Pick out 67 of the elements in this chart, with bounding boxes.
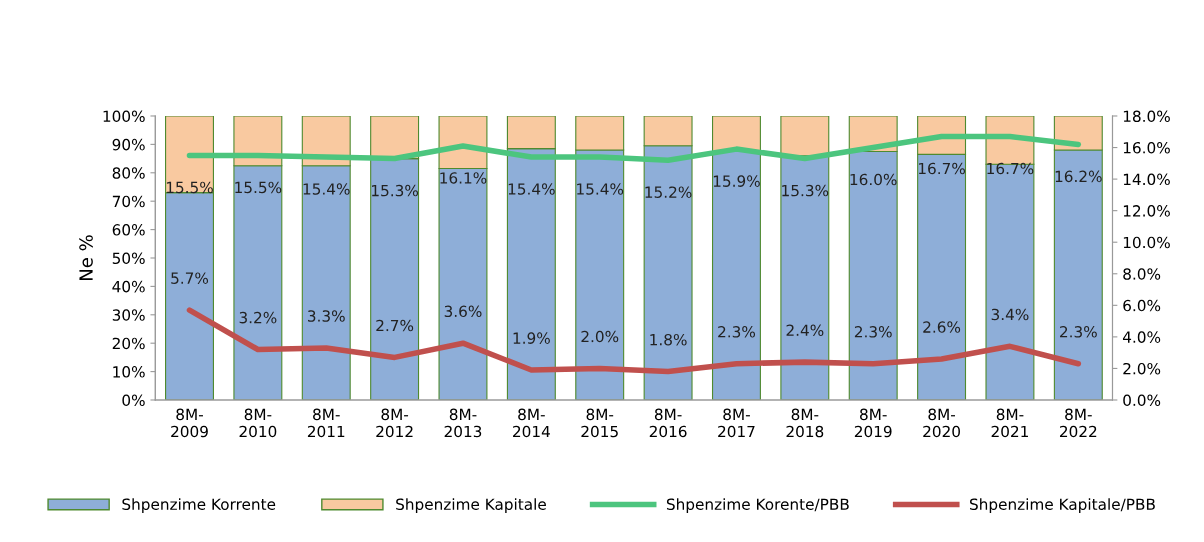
- y-tick-label: 10%: [113, 366, 145, 378]
- data-label: 3.3%: [308, 310, 345, 322]
- bar: [780, 155, 830, 400]
- legend-label: Shpenzime Korrente: [122, 498, 276, 513]
- data-label: 15.2%: [645, 186, 692, 198]
- x-tick-label: 8M- 2020: [923, 408, 960, 438]
- x-tick-label: 8M- 2016: [649, 408, 687, 438]
- data-label: 2.3%: [1060, 326, 1097, 338]
- data-label: 15.4%: [577, 183, 624, 195]
- y-tick-label: 90%: [112, 138, 145, 151]
- y2-tick-label: 18.0%: [1123, 110, 1170, 123]
- y-tick-label: 60%: [112, 224, 145, 236]
- legend-label: Shpenzime Korente/PBB: [666, 498, 849, 513]
- x-tick-label: 8M- 2019: [854, 408, 892, 438]
- y-tick-label: 40%: [112, 280, 145, 293]
- x-tick-label: 8M- 2021: [991, 408, 1028, 438]
- data-label: 2.4%: [786, 324, 824, 337]
- legend-label: Shpenzime Kapitale/PBB: [970, 498, 1155, 513]
- y2-tick-label: 10.0%: [1123, 236, 1170, 249]
- y2-tick-label: 14.0%: [1123, 173, 1170, 186]
- data-label: 2.7%: [376, 319, 414, 332]
- y2-tick-label: 4.0%: [1122, 331, 1161, 343]
- x-tick-label: 8M- 2017: [718, 408, 755, 438]
- bar: [780, 115, 830, 157]
- x-tick-label: 8M- 2014: [513, 408, 550, 438]
- y-tick-label: 70%: [112, 195, 145, 208]
- x-tick-label: 8M- 2015: [581, 408, 618, 438]
- y2-tick-label: 6.0%: [1123, 299, 1161, 312]
- x-tick-label: 8M- 2012: [376, 408, 413, 438]
- y-tick-label: 100%: [103, 110, 145, 123]
- bar: [711, 150, 761, 400]
- data-label: 15.9%: [713, 175, 760, 187]
- data-label: 2.0%: [581, 330, 619, 343]
- x-tick-label: 8M- 2013: [444, 408, 482, 438]
- data-label: 15.4%: [303, 183, 350, 195]
- data-label: 3.4%: [991, 308, 1029, 321]
- data-label: 16.0%: [850, 173, 897, 186]
- y2-tick-label: 2.0%: [1123, 362, 1161, 375]
- data-label: 3.2%: [239, 311, 277, 324]
- data-label: 2.3%: [854, 326, 892, 338]
- data-label: 2.6%: [923, 321, 961, 333]
- y-tick-label: 20%: [112, 337, 145, 350]
- data-label: 1.8%: [650, 333, 687, 346]
- y-tick-label: 0%: [122, 394, 145, 407]
- data-label: 16.7%: [918, 162, 965, 175]
- y-tick-label: 30%: [112, 309, 145, 321]
- y2-tick-label: 0.0%: [1123, 394, 1161, 407]
- data-label: 1.9%: [513, 332, 550, 344]
- data-label: 15.5%: [166, 181, 213, 194]
- data-label: 16.2%: [1055, 170, 1102, 183]
- data-label: 15.4%: [508, 183, 555, 195]
- data-label: 3.6%: [444, 305, 482, 318]
- y2-tick-label: 16.0%: [1123, 142, 1170, 154]
- x-tick-label: 8M- 2010: [239, 408, 277, 438]
- x-tick-label: 8M- 2009: [171, 408, 208, 438]
- data-label: 2.3%: [718, 326, 756, 338]
- data-label: 15.3%: [372, 184, 419, 197]
- y-tick-label: 50%: [112, 252, 145, 265]
- x-tick-label: 8M- 2022: [1059, 408, 1097, 438]
- data-label: 5.7%: [171, 272, 209, 284]
- x-tick-label: 8M- 2011: [307, 408, 345, 438]
- y2-tick-label: 12.0%: [1123, 205, 1170, 217]
- legend-label: Shpenzime Kapitale: [396, 498, 546, 513]
- y-axis-title: Ne %: [79, 235, 93, 280]
- x-tick-label: 8M- 2018: [786, 408, 824, 438]
- y-tick-label: 80%: [112, 167, 145, 179]
- y2-tick-label: 8.0%: [1123, 268, 1161, 280]
